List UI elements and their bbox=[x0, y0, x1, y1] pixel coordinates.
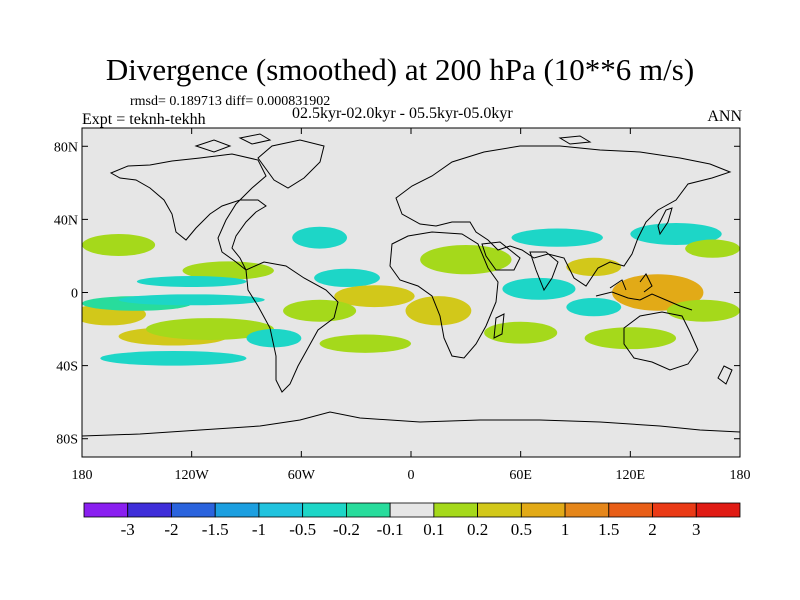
colorbar: -3 -2 -1.5 -1 -0.5 -0.2 -0.1 0.1 0.2 0.5 1 1.5 2 3 bbox=[83, 502, 741, 539]
colorbar-label-4: -0.5 bbox=[289, 520, 316, 539]
anomaly-region-20 bbox=[566, 257, 622, 277]
coastline-indonesia bbox=[595, 273, 693, 311]
chart-title: Divergence (smoothed) at 200 hPa (10**6 … bbox=[105, 52, 695, 87]
anomaly-region-25 bbox=[666, 299, 740, 322]
colorbar-label-8: 0.2 bbox=[467, 520, 488, 539]
anomaly-region-15 bbox=[420, 244, 512, 275]
anomaly-region-2 bbox=[145, 318, 274, 341]
x-tick-label-0: 180 bbox=[72, 468, 93, 483]
anomaly-region-11 bbox=[334, 285, 415, 308]
colorbar-swatch-13 bbox=[652, 502, 697, 518]
rmsd-diff-stats: rmsd= 0.189713 diff= 0.000831902 bbox=[130, 94, 331, 109]
colorbar-label-13: 3 bbox=[692, 520, 701, 539]
colorbar-label-11: 1.5 bbox=[598, 520, 619, 539]
y-tick-label-3: 40S bbox=[56, 360, 78, 375]
colorbar-label-6: -0.1 bbox=[377, 520, 404, 539]
period-label: 02.5kyr-02.0kyr - 05.5kyr-05.0kyr bbox=[292, 105, 513, 122]
coastline-australia bbox=[623, 311, 699, 371]
colorbar-swatch-12 bbox=[608, 502, 653, 518]
anomaly-region-13 bbox=[319, 334, 411, 353]
anomaly-region-17 bbox=[502, 277, 576, 300]
coastline-africa bbox=[389, 231, 499, 359]
colorbar-label-10: 1 bbox=[561, 520, 570, 539]
colorbar-swatch-0 bbox=[83, 502, 129, 518]
x-axis-ticks: 180 120W 60W 0 60E 120E 180 bbox=[72, 128, 751, 483]
colorbar-swatch-9 bbox=[477, 502, 522, 518]
colorbar-swatch-3 bbox=[214, 502, 260, 518]
colorbar-label-2: -1.5 bbox=[202, 520, 229, 539]
coastline-eurasia bbox=[395, 145, 732, 287]
colorbar-swatch-2 bbox=[171, 502, 216, 518]
x-tick-label-2: 60W bbox=[288, 468, 316, 483]
coastline-madagascar bbox=[493, 313, 505, 339]
coastline-japan bbox=[657, 207, 673, 236]
x-tick-label-3: 0 bbox=[408, 468, 415, 483]
anomaly-region-6 bbox=[82, 234, 156, 256]
colorbar-label-3: -1 bbox=[252, 520, 266, 539]
coastline-arabia bbox=[481, 241, 521, 271]
x-tick-label-5: 120E bbox=[616, 468, 646, 483]
anomaly-region-24 bbox=[584, 327, 677, 350]
anomaly-region-8 bbox=[136, 276, 247, 288]
anomaly-region-18 bbox=[511, 228, 603, 247]
colorbar-swatch-11 bbox=[564, 502, 610, 518]
coastline-layer bbox=[82, 133, 740, 437]
y-tick-label-0: 80N bbox=[54, 140, 78, 155]
colorbar-label-0: -3 bbox=[121, 520, 135, 539]
colorbar-label-9: 0.5 bbox=[511, 520, 532, 539]
anomaly-region-21 bbox=[612, 274, 704, 311]
colorbar-swatch-10 bbox=[520, 502, 566, 518]
colorbar-label-12: 2 bbox=[648, 520, 657, 539]
y-tick-label-1: 40N bbox=[54, 213, 78, 228]
colorbar-swatch-4 bbox=[258, 502, 304, 518]
experiment-label: Expt = teknh-tekhh bbox=[82, 111, 206, 128]
y-tick-label-4: 80S bbox=[56, 433, 78, 448]
anomaly-region-23 bbox=[685, 239, 740, 258]
anomaly-region-22 bbox=[630, 223, 722, 245]
anomaly-region-5 bbox=[100, 350, 247, 366]
coastline-antarctica bbox=[82, 411, 740, 437]
x-tick-label-4: 60E bbox=[509, 468, 532, 483]
anomaly-region-14 bbox=[246, 329, 302, 348]
y-tick-label-2: 0 bbox=[71, 287, 78, 302]
coastline-new-zealand bbox=[717, 365, 733, 385]
colorbar-swatch-14 bbox=[695, 502, 741, 518]
anomaly-region-4 bbox=[118, 294, 265, 306]
x-tick-label-6: 180 bbox=[730, 468, 751, 483]
map-area bbox=[81, 127, 741, 458]
colorbar-swatch-5 bbox=[302, 502, 347, 518]
coastline-arctic-islands bbox=[194, 133, 592, 153]
x-tick-label-1: 120W bbox=[175, 468, 210, 483]
coastline-india bbox=[529, 251, 559, 292]
y-axis-ticks: 80N 40N 0 40S 80S bbox=[54, 140, 740, 448]
anomaly-region-26 bbox=[566, 297, 622, 317]
colorbar-label-5: -0.2 bbox=[333, 520, 360, 539]
colorbar-swatch-8 bbox=[433, 502, 479, 518]
colorbar-swatch-1 bbox=[127, 502, 172, 518]
season-label: ANN bbox=[707, 108, 742, 125]
coastline-north-america bbox=[109, 153, 267, 271]
colorbar-label-1: -2 bbox=[164, 520, 178, 539]
coastline-greenland bbox=[257, 139, 325, 189]
coastline-south-america bbox=[245, 261, 339, 393]
anomaly-region-9 bbox=[292, 226, 348, 249]
colorbar-swatch-6 bbox=[345, 502, 391, 518]
colorbar-swatch-7 bbox=[389, 502, 435, 518]
anomaly-region-10 bbox=[314, 268, 380, 288]
colorbar-label-7: 0.1 bbox=[423, 520, 444, 539]
anomaly-region-12 bbox=[283, 299, 357, 322]
anomaly-region-7 bbox=[182, 261, 274, 280]
